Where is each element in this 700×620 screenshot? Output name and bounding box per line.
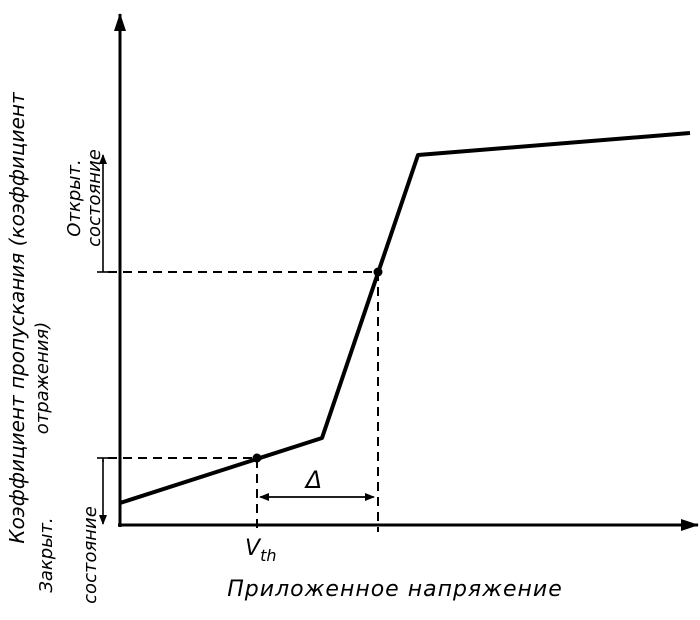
y-axis-label: отражения) [32,322,53,435]
closed-state-label: Закрыт. [36,517,57,592]
transfer-curve [119,131,691,505]
threshold-point [252,453,262,463]
y-axis-label: Коэффициент пропускания (коэффициент [5,91,29,544]
x-axis-label: Приложенное напряжение [227,577,562,602]
guide-line [108,457,258,532]
threshold-sub: th [260,546,276,565]
closed-state-label: состояние [80,506,101,604]
threshold-label: Vth [245,536,276,565]
threshold-base: V [245,536,262,561]
delta-label: Δ [304,466,322,494]
open-state-label: Открыт. [64,159,85,236]
guide-line [108,271,379,532]
open-state-label: состояние [84,149,105,247]
